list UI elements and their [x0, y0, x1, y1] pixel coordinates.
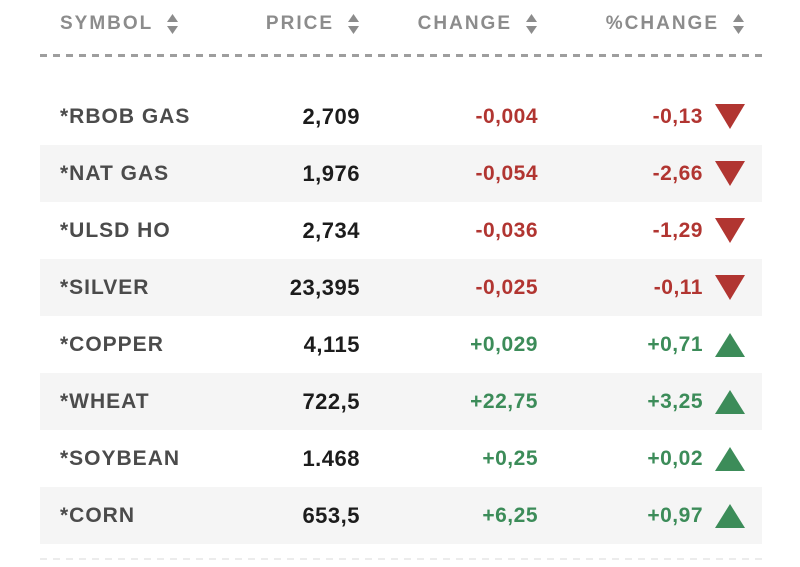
change-cell: +0,029 — [470, 332, 538, 356]
sort-arrows-icon — [347, 14, 360, 34]
pct-change-cell: -1,29 — [538, 218, 762, 243]
triangle-down-icon — [715, 161, 745, 186]
column-header-price-label: PRICE — [265, 13, 334, 34]
pct-change-cell: -2,66 — [538, 161, 762, 186]
pct-change-cell: -0,13 — [538, 104, 762, 129]
symbol-cell: *WHEAT — [60, 389, 150, 413]
price-cell: 2,734 — [302, 217, 360, 243]
triangle-up-icon — [715, 332, 745, 357]
symbol-cell: *ULSD HO — [60, 218, 171, 242]
change-cell: -0,004 — [475, 104, 538, 128]
bottom-divider — [40, 558, 762, 560]
pct-change-value: -1,29 — [652, 218, 703, 242]
triangle-down-icon — [715, 104, 745, 129]
table-header-row: SYMBOL PRICE CHANGE %CHANGE — [40, 0, 762, 48]
symbol-cell: *COPPER — [60, 332, 164, 356]
table-row-soybean[interactable]: *SOYBEAN 1.468 +0,25 +0,02 — [40, 430, 762, 487]
pct-change-cell: -0,11 — [538, 275, 762, 300]
pct-change-value: -2,66 — [652, 161, 703, 185]
table-row-copper[interactable]: *COPPER 4,115 +0,029 +0,71 — [40, 316, 762, 373]
pct-change-cell: +0,71 — [538, 332, 762, 357]
column-header-symbol[interactable]: SYMBOL — [40, 13, 258, 35]
symbol-cell: *SILVER — [60, 275, 150, 299]
sort-arrows-icon — [166, 14, 179, 34]
price-cell: 2,709 — [302, 103, 360, 129]
table-row-rbob-gas[interactable]: *RBOB GAS 2,709 -0,004 -0,13 — [40, 88, 762, 145]
table-row-ulsd-ho[interactable]: *ULSD HO 2,734 -0,036 -1,29 — [40, 202, 762, 259]
change-cell: -0,054 — [475, 161, 538, 185]
price-cell: 1.468 — [302, 445, 360, 471]
pct-change-value: +0,97 — [647, 503, 703, 527]
symbol-cell: *SOYBEAN — [60, 446, 181, 470]
symbol-cell: *RBOB GAS — [60, 104, 191, 128]
change-cell: +6,25 — [482, 503, 538, 527]
price-cell: 23,395 — [289, 274, 360, 300]
change-cell: -0,036 — [475, 218, 538, 242]
pct-change-value: -0,13 — [652, 104, 703, 128]
quotes-table: SYMBOL PRICE CHANGE %CHANGE * — [40, 0, 762, 544]
triangle-up-icon — [715, 446, 745, 471]
pct-change-value: +3,25 — [647, 389, 703, 413]
column-header-change[interactable]: CHANGE — [360, 13, 538, 35]
price-cell: 653,5 — [302, 502, 360, 528]
pct-change-value: -0,11 — [653, 275, 703, 299]
price-cell: 4,115 — [303, 331, 360, 357]
table-row-corn[interactable]: *CORN 653,5 +6,25 +0,97 — [40, 487, 762, 544]
table-body: *RBOB GAS 2,709 -0,004 -0,13 *NAT GAS 1,… — [40, 88, 762, 544]
price-cell: 722,5 — [302, 388, 360, 414]
symbol-cell: *NAT GAS — [60, 161, 170, 185]
triangle-down-icon — [715, 275, 745, 300]
column-header-pct-change-label: %CHANGE — [605, 13, 719, 34]
sort-arrows-icon — [525, 14, 538, 34]
pct-change-cell: +3,25 — [538, 389, 762, 414]
price-cell: 1,976 — [302, 160, 360, 186]
header-divider — [40, 54, 762, 57]
table-row-wheat[interactable]: *WHEAT 722,5 +22,75 +3,25 — [40, 373, 762, 430]
column-header-symbol-label: SYMBOL — [60, 13, 154, 34]
pct-change-value: +0,02 — [647, 446, 703, 470]
column-header-change-label: CHANGE — [417, 13, 512, 34]
change-cell: -0,025 — [475, 275, 538, 299]
pct-change-value: +0,71 — [647, 332, 703, 356]
column-header-pct-change[interactable]: %CHANGE — [538, 13, 762, 35]
table-row-silver[interactable]: *SILVER 23,395 -0,025 -0,11 — [40, 259, 762, 316]
change-cell: +22,75 — [470, 389, 538, 413]
sort-arrows-icon — [732, 14, 745, 34]
triangle-down-icon — [715, 218, 745, 243]
column-header-price[interactable]: PRICE — [258, 13, 360, 35]
triangle-up-icon — [715, 389, 745, 414]
symbol-cell: *CORN — [60, 503, 136, 527]
triangle-up-icon — [715, 503, 745, 528]
change-cell: +0,25 — [482, 446, 538, 470]
table-row-nat-gas[interactable]: *NAT GAS 1,976 -0,054 -2,66 — [40, 145, 762, 202]
pct-change-cell: +0,02 — [538, 446, 762, 471]
pct-change-cell: +0,97 — [538, 503, 762, 528]
